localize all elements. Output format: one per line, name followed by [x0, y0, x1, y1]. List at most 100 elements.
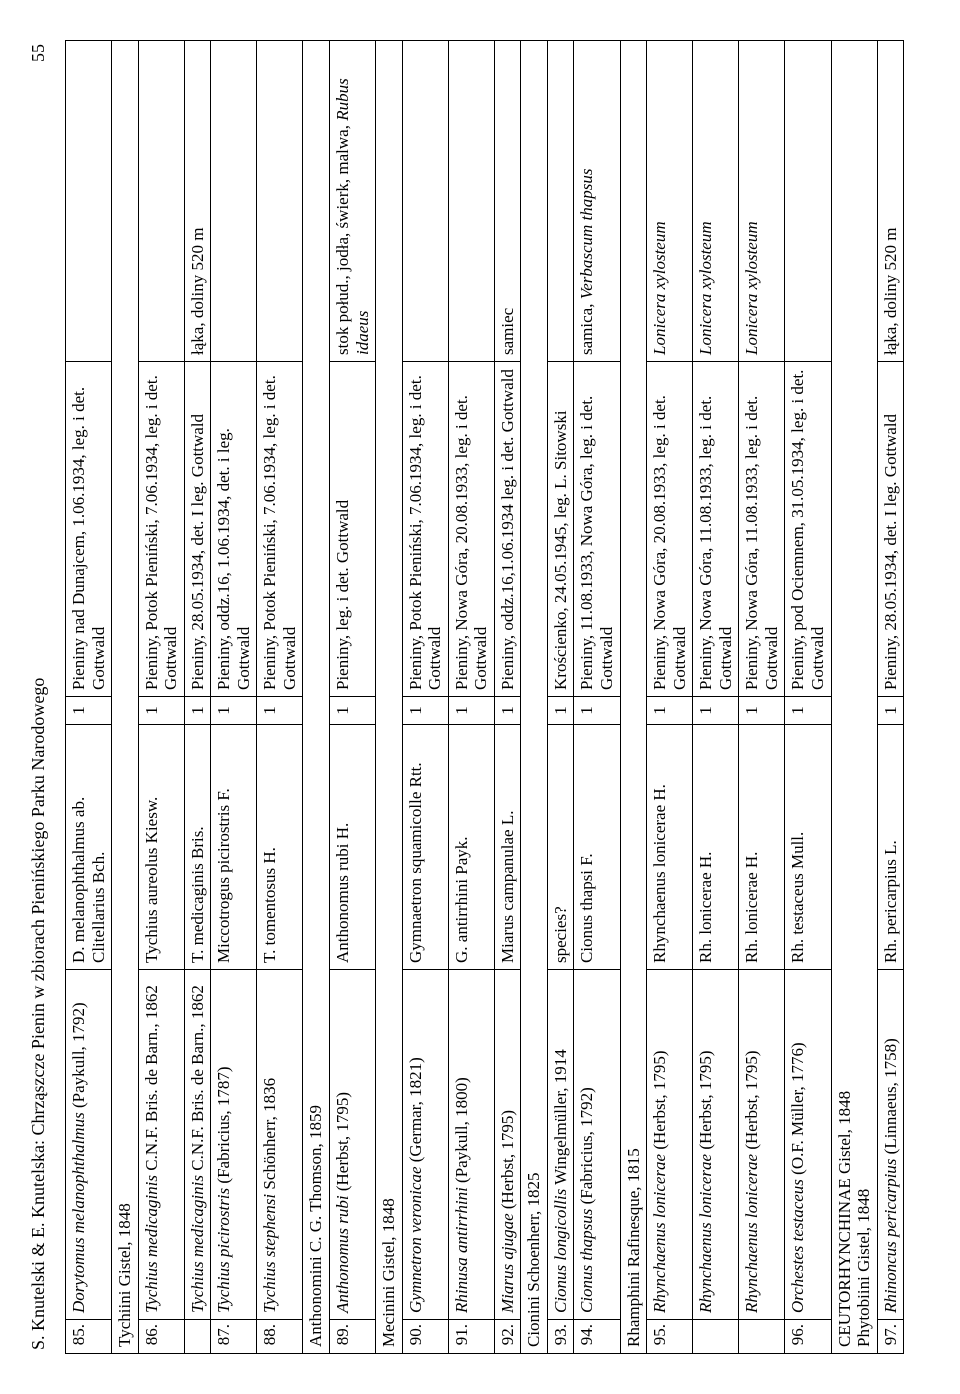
table-row: 88.Tychius stephensi Schönherr, 1836T. t…	[257, 41, 303, 1354]
count: 1	[211, 697, 257, 725]
section-label: CEUTORHYNCHINAE Gistel, 1848Phytobiini G…	[831, 41, 877, 1354]
count: 1	[693, 697, 739, 725]
running-head: S. Knutelski & E. Knutelska: Chrząszcze …	[28, 40, 49, 1354]
section-label: Tychiini Gistel, 1848	[112, 41, 139, 1354]
table-row: 92.Miarus ajugae (Herbst, 1795)Miarus ca…	[494, 41, 521, 1354]
table-row: 89.Anthonomus rubi (Herbst, 1795)Anthono…	[330, 41, 376, 1354]
synonym: D. melanophthalmus ab. Clitellarius Bch.	[66, 725, 112, 970]
row-number: 94.	[574, 1320, 620, 1354]
table-row: 95.Rhynchaenus lonicerae (Herbst, 1795)R…	[647, 41, 693, 1354]
notes: Lonicera xylosteum	[647, 41, 693, 362]
section-label: Anthonomini C. G. Thomson, 1859	[303, 41, 330, 1354]
species-name: Anthonomus rubi (Herbst, 1795)	[330, 970, 376, 1320]
locality: Pieniny, leg. i det. Gottwald	[330, 362, 376, 697]
locality: Pieniny, 11.08.1933, Nowa Góra, leg. i d…	[574, 362, 620, 697]
synonym: T. tomentosus H.	[257, 725, 303, 970]
table-row: Rhynchaenus lonicerae (Herbst, 1795)Rh. …	[739, 41, 785, 1354]
count: 1	[647, 697, 693, 725]
count: 1	[574, 697, 620, 725]
notes: Lonicera xylosteum	[693, 41, 739, 362]
table-row: Rhynchaenus lonicerae (Herbst, 1795)Rh. …	[693, 41, 739, 1354]
locality: Pieniny, Nowa Góra, 11.08.1933, leg. i d…	[739, 362, 785, 697]
row-number: 93.	[547, 1320, 574, 1354]
locality: Pieniny, Potok Pieniński, 7.06.1934, leg…	[138, 362, 184, 697]
notes: Lonicera xylosteum	[739, 41, 785, 362]
synonym: species?	[547, 725, 574, 970]
table-row: 85.Dorytomus melanophthalmus (Paykull, 1…	[66, 41, 112, 1354]
running-head-page: 55	[28, 44, 49, 62]
count: 1	[402, 697, 448, 725]
locality: Pieniny, 28.05.1934, det. I leg. Gottwal…	[877, 362, 904, 697]
section-label: Rhamphini Rafinesque, 1815	[620, 41, 647, 1354]
row-number: 86.	[138, 1320, 184, 1354]
notes: stok połud., jodła, świerk, malwa, Rubus…	[330, 41, 376, 362]
locality: Pieniny, oddz.16, 1.06.1934, det. i leg.…	[211, 362, 257, 697]
notes	[448, 41, 494, 362]
synonym: Cionus thapsi F.	[574, 725, 620, 970]
count: 1	[494, 697, 521, 725]
synonym: G. antirrhini Payk.	[448, 725, 494, 970]
species-name: Gymnetron veronicae (Germar, 1821)	[402, 970, 448, 1320]
species-name: Rhinusa antirrhini (Paykull, 1800)	[448, 970, 494, 1320]
row-number	[693, 1320, 739, 1354]
locality: Pieniny, Nowa Góra, 20.08.1933, leg. i d…	[448, 362, 494, 697]
row-number: 85.	[66, 1320, 112, 1354]
row-number: 88.	[257, 1320, 303, 1354]
locality: Pieniny, 28.05.1934, det. I leg. Gottwal…	[184, 362, 211, 697]
notes: samiec	[494, 41, 521, 362]
table-row: 96.Orchestes testaceus (O.F. Müller, 177…	[785, 41, 831, 1354]
synonym: Rh. lonicerae H.	[693, 725, 739, 970]
species-name: Dorytomus melanophthalmus (Paykull, 1792…	[66, 970, 112, 1320]
running-head-left: S. Knutelski & E. Knutelska: Chrząszcze …	[28, 678, 49, 1350]
row-number: 95.	[647, 1320, 693, 1354]
species-name: Tychius medicaginis C.N.F. Bris. de Barn…	[138, 970, 184, 1320]
notes: łąka, doliny 520 m	[877, 41, 904, 362]
synonym: Anthonomus rubi H.	[330, 725, 376, 970]
notes	[402, 41, 448, 362]
synonym: Gymnaetron squamicolle Rtt.	[402, 725, 448, 970]
locality: Pieniny, Potok Pieniński, 7.06.1934, leg…	[402, 362, 448, 697]
locality: Pieniny, Nowa Góra, 11.08.1933, leg. i d…	[693, 362, 739, 697]
synonym: Tychius aureolus Kiesw.	[138, 725, 184, 970]
species-name: Cionus longicollis Wingelmüller, 1914	[547, 970, 574, 1320]
species-name: Orchestes testaceus (O.F. Müller, 1776)	[785, 970, 831, 1320]
table-row: Tychius medicaginis C.N.F. Bris. de Barn…	[184, 41, 211, 1354]
table-row: 91.Rhinusa antirrhini (Paykull, 1800)G. …	[448, 41, 494, 1354]
row-number: 96.	[785, 1320, 831, 1354]
row-number	[739, 1320, 785, 1354]
section-label: Cionini Schoenherr, 1825	[521, 41, 548, 1354]
table-row: 93.Cionus longicollis Wingelmüller, 1914…	[547, 41, 574, 1354]
count: 1	[138, 697, 184, 725]
row-number	[184, 1320, 211, 1354]
species-name: Rhynchaenus lonicerae (Herbst, 1795)	[693, 970, 739, 1320]
species-name: Rhynchaenus lonicerae (Herbst, 1795)	[647, 970, 693, 1320]
locality: Pieniny, Nowa Góra, 20.08.1933, leg. i d…	[647, 362, 693, 697]
section-row: Mecinini Gistel, 1848	[376, 41, 403, 1354]
synonym: Rhynchaenus lonicerae H.	[647, 725, 693, 970]
table-row: 90.Gymnetron veronicae (Germar, 1821)Gym…	[402, 41, 448, 1354]
species-table: 85.Dorytomus melanophthalmus (Paykull, 1…	[65, 40, 904, 1354]
row-number: 89.	[330, 1320, 376, 1354]
section-row: Anthonomini C. G. Thomson, 1859	[303, 41, 330, 1354]
synonym: Miccotrogus picirostris F.	[211, 725, 257, 970]
locality: Krościenko, 24.05.1945, leg. L. Sitowski	[547, 362, 574, 697]
synonym: Rh. testaceus Mull.	[785, 725, 831, 970]
count: 1	[785, 697, 831, 725]
count: 1	[877, 697, 904, 725]
section-label: Mecinini Gistel, 1848	[376, 41, 403, 1354]
locality: Pieniny, oddz.16,1.06.1934 leg. i det. G…	[494, 362, 521, 697]
species-name: Tychius medicaginis C.N.F. Bris. de Barn…	[184, 970, 211, 1320]
notes: łąka, doliny 520 m	[184, 41, 211, 362]
section-row: Cionini Schoenherr, 1825	[521, 41, 548, 1354]
section-row: Tychiini Gistel, 1848	[112, 41, 139, 1354]
locality: Pieniny, Potok Pieniński, 7.06.1934, leg…	[257, 362, 303, 697]
locality: Pieniny, pod Ociemnem, 31.05.1934, leg. …	[785, 362, 831, 697]
synonym: Rh. lonicerae H.	[739, 725, 785, 970]
count: 1	[184, 697, 211, 725]
species-name: Rhinoncus pericarpius (Linnaeus, 1758)	[877, 970, 904, 1320]
table-row: 94.Cionus thapsus (Fabricius, 1792)Cionu…	[574, 41, 620, 1354]
count: 1	[257, 697, 303, 725]
count: 1	[330, 697, 376, 725]
notes	[138, 41, 184, 362]
species-name: Tychius picirostris (Fabricius, 1787)	[211, 970, 257, 1320]
